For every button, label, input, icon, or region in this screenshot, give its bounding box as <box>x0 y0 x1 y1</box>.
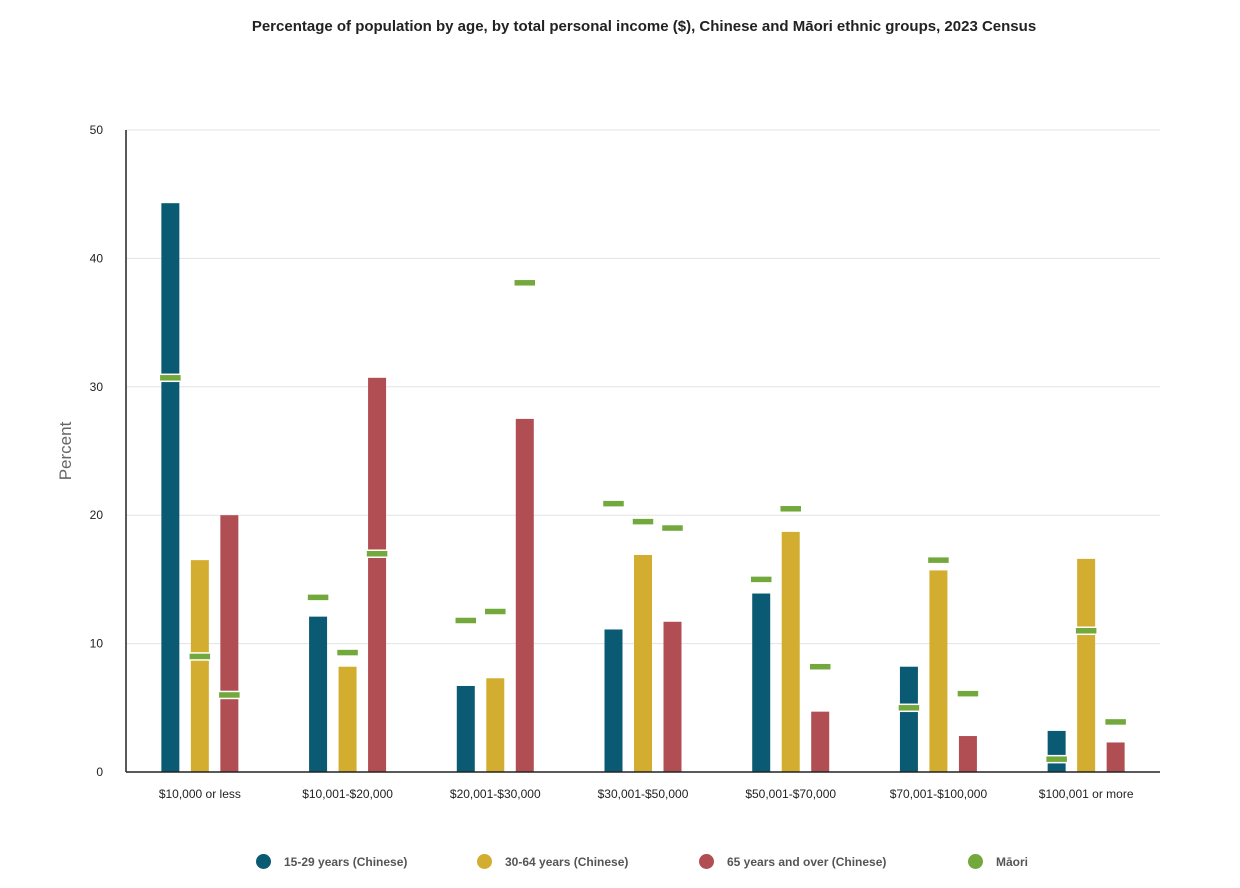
x-tick-label: $70,001-$100,000 <box>890 787 988 801</box>
maori-marker[interactable] <box>158 373 183 383</box>
x-tick-label: $30,001-$50,000 <box>598 787 689 801</box>
maori-markers[interactable] <box>158 278 1128 764</box>
x-tick-label: $10,000 or less <box>159 787 241 801</box>
legend-swatch <box>477 854 492 869</box>
maori-marker[interactable] <box>778 504 803 514</box>
maori-marker[interactable] <box>897 703 921 713</box>
maori-marker[interactable] <box>188 652 212 661</box>
maori-marker[interactable] <box>365 549 389 558</box>
maori-marker[interactable] <box>926 555 951 565</box>
bar[interactable] <box>368 377 387 772</box>
legend-label: 30-64 years (Chinese) <box>505 854 629 869</box>
axes <box>125 130 1160 773</box>
maori-marker[interactable] <box>1103 717 1128 727</box>
bar[interactable] <box>899 666 918 772</box>
y-tick-label: 0 <box>96 765 103 779</box>
y-axis-title: Percent <box>56 421 75 480</box>
bar[interactable] <box>220 515 239 772</box>
maori-marker[interactable] <box>1074 626 1098 636</box>
legend-swatch <box>256 854 271 869</box>
x-axis-ticks: $10,000 or less $10,001-$20,000 $20,001-$3… <box>159 787 1134 801</box>
bar[interactable] <box>338 666 357 772</box>
bar[interactable] <box>1106 742 1125 772</box>
legend-label: Māori <box>996 854 1029 869</box>
y-tick-label: 10 <box>90 637 104 651</box>
bar[interactable] <box>515 418 534 772</box>
bar[interactable] <box>309 616 328 772</box>
maori-marker[interactable] <box>660 523 685 533</box>
legend-item[interactable]: 65 years and over (Chinese) <box>699 854 886 869</box>
legend: 15-29 years (Chinese) 30-64 years (Chines… <box>0 854 1240 876</box>
bar[interactable] <box>781 531 800 772</box>
bar[interactable] <box>1047 730 1066 772</box>
maori-marker[interactable] <box>217 690 242 700</box>
chart-title: Percentage of population by age, by tota… <box>251 18 1037 35</box>
x-tick-label: $100,001 or more <box>1039 787 1134 801</box>
x-tick-label: $10,001-$20,000 <box>302 787 393 801</box>
x-tick-label: $20,001-$30,000 <box>450 787 541 801</box>
maori-marker[interactable] <box>749 575 773 584</box>
maori-marker[interactable] <box>306 593 330 602</box>
maori-marker[interactable] <box>956 689 980 698</box>
maori-marker[interactable] <box>513 278 537 288</box>
legend-item[interactable]: 15-29 years (Chinese) <box>256 854 407 869</box>
legend-swatch <box>968 854 983 869</box>
bars[interactable] <box>161 203 1125 773</box>
bar[interactable] <box>456 685 475 772</box>
bar[interactable] <box>604 629 623 772</box>
bar[interactable] <box>1077 558 1096 772</box>
legend-item[interactable]: 30-64 years (Chinese) <box>477 854 628 869</box>
bar[interactable] <box>486 678 505 772</box>
maori-marker[interactable] <box>1044 754 1069 764</box>
maori-marker[interactable] <box>454 616 478 625</box>
legend-item[interactable]: Māori <box>968 854 1028 869</box>
maori-marker[interactable] <box>601 499 626 508</box>
legend-label: 15-29 years (Chinese) <box>284 854 408 869</box>
maori-marker[interactable] <box>631 517 655 526</box>
maori-marker[interactable] <box>335 648 360 657</box>
maori-marker[interactable] <box>808 662 832 671</box>
bar[interactable] <box>811 711 830 772</box>
bar[interactable] <box>190 560 209 772</box>
bar[interactable] <box>663 621 682 772</box>
bar[interactable] <box>634 555 652 772</box>
maori-marker[interactable] <box>483 607 508 616</box>
bar[interactable] <box>929 570 948 772</box>
legend-swatch <box>699 854 714 869</box>
y-tick-label: 20 <box>90 508 104 522</box>
bar[interactable] <box>752 593 771 772</box>
y-tick-label: 50 <box>90 123 104 137</box>
y-axis-ticks: 0 10 20 30 40 50 <box>90 123 104 779</box>
x-tick-label: $50,001-$70,000 <box>745 787 836 801</box>
y-tick-label: 30 <box>90 380 104 394</box>
bar[interactable] <box>958 736 977 772</box>
legend-label: 65 years and over (Chinese) <box>727 854 887 869</box>
bar[interactable] <box>161 203 180 773</box>
y-tick-label: 40 <box>90 251 104 265</box>
